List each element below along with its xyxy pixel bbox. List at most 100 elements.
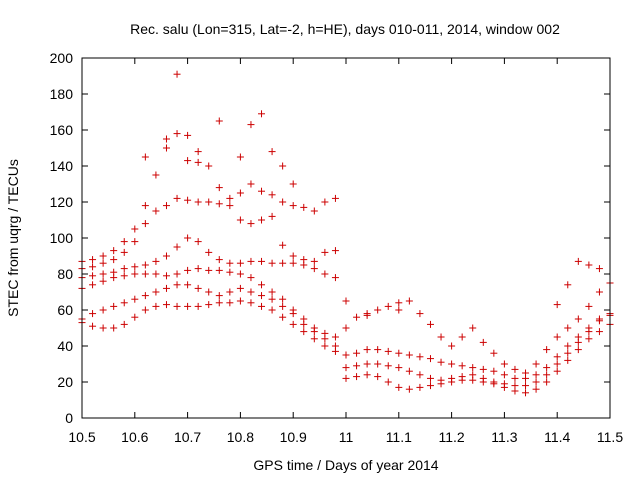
data-point <box>532 385 540 393</box>
data-point <box>384 347 392 355</box>
data-point <box>89 272 97 280</box>
data-point <box>321 270 329 278</box>
data-point <box>173 243 181 251</box>
data-point <box>205 248 213 256</box>
data-point <box>395 383 403 391</box>
data-point <box>110 256 118 264</box>
data-point <box>289 320 297 328</box>
data-point <box>469 376 477 384</box>
data-point <box>426 374 434 382</box>
data-point <box>426 355 434 363</box>
data-point <box>416 383 424 391</box>
data-point <box>194 148 202 156</box>
data-point <box>194 158 202 166</box>
data-point <box>458 333 466 341</box>
data-point <box>490 367 498 375</box>
data-point <box>184 131 192 139</box>
data-point <box>162 301 170 309</box>
data-point <box>141 292 149 300</box>
data-point <box>448 360 456 368</box>
data-point <box>331 274 339 282</box>
data-point <box>258 281 266 289</box>
data-point <box>184 266 192 274</box>
data-point <box>89 263 97 271</box>
data-point <box>574 338 582 346</box>
data-point <box>258 302 266 310</box>
data-point <box>120 265 128 273</box>
x-tick-label: 11 <box>339 429 354 445</box>
data-point <box>268 288 276 296</box>
data-point <box>564 342 572 350</box>
data-point <box>131 295 139 303</box>
data-point <box>595 265 603 273</box>
data-point <box>289 180 297 188</box>
data-point <box>268 259 276 267</box>
data-point <box>448 342 456 350</box>
data-point <box>184 196 192 204</box>
data-point <box>215 299 223 307</box>
data-point <box>363 360 371 368</box>
data-point <box>374 346 382 354</box>
data-point <box>469 324 477 332</box>
data-point <box>173 130 181 138</box>
data-point <box>574 257 582 265</box>
data-point <box>331 333 339 341</box>
data-point <box>532 371 540 379</box>
data-point <box>310 335 318 343</box>
data-point <box>152 302 160 310</box>
y-tick-label: 40 <box>57 338 73 354</box>
data-point <box>490 380 498 388</box>
data-point <box>99 306 107 314</box>
data-point <box>184 157 192 165</box>
data-point <box>205 198 213 206</box>
y-tick-label: 200 <box>50 50 74 66</box>
data-point <box>162 284 170 292</box>
data-point <box>511 387 519 395</box>
data-point <box>247 257 255 265</box>
data-point <box>331 194 339 202</box>
data-point <box>162 202 170 210</box>
data-point <box>173 270 181 278</box>
data-point <box>215 292 223 300</box>
data-point <box>384 378 392 386</box>
data-point <box>247 288 255 296</box>
data-point <box>437 358 445 366</box>
data-point <box>490 349 498 357</box>
y-axis-label: STEC from uqrg / TECUs <box>5 159 21 317</box>
data-point <box>405 385 413 393</box>
data-point <box>553 301 561 309</box>
data-point <box>236 216 244 224</box>
data-point <box>205 288 213 296</box>
data-point <box>543 364 551 372</box>
data-point <box>89 322 97 330</box>
y-tick-label: 160 <box>50 122 74 138</box>
data-point <box>226 202 234 210</box>
data-point <box>532 360 540 368</box>
x-tick-label: 10.8 <box>227 429 254 445</box>
x-tick-label: 10.6 <box>121 429 148 445</box>
data-point <box>342 364 350 372</box>
data-point <box>236 284 244 292</box>
data-point <box>310 328 318 336</box>
data-point <box>141 306 149 314</box>
data-point <box>564 281 572 289</box>
data-point <box>310 257 318 265</box>
data-point <box>374 306 382 314</box>
data-point <box>363 346 371 354</box>
data-point <box>215 184 223 192</box>
data-point <box>247 274 255 282</box>
data-point <box>131 263 139 271</box>
data-point <box>321 248 329 256</box>
data-point <box>152 257 160 265</box>
data-point <box>289 252 297 260</box>
data-point <box>321 342 329 350</box>
data-point <box>479 365 487 373</box>
data-point <box>184 234 192 242</box>
data-point <box>120 272 128 280</box>
x-axis-label: GPS time / Days of year 2014 <box>253 457 438 473</box>
data-point <box>226 259 234 267</box>
data-point <box>194 302 202 310</box>
data-point <box>437 380 445 388</box>
data-point <box>500 371 508 379</box>
